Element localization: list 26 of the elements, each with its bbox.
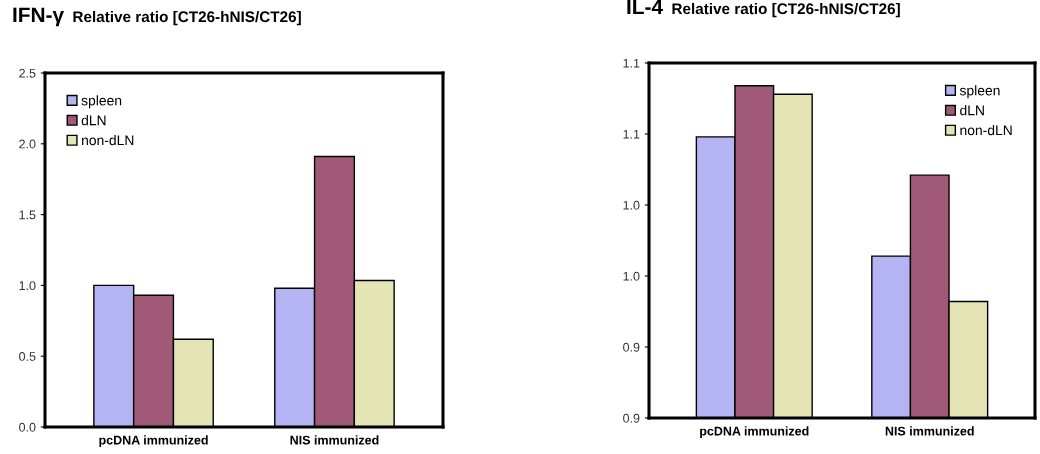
y-tick-label: 0.5	[19, 352, 36, 361]
legend-label: spleen	[959, 85, 1000, 99]
y-tick-label: 2.5	[19, 68, 36, 78]
x-tick-label: NIS immunized	[290, 435, 379, 445]
chart-title: IL-4	[627, 0, 663, 14]
x-tick-label: pcDNA immunized	[700, 426, 809, 438]
y-tick-label: 1.0	[19, 281, 36, 291]
chart-subtitle: Relative ratio [CT26-hNIS/CT26]	[73, 10, 301, 26]
legend-label: non-dLN	[960, 125, 1012, 136]
legend-label: non-dLN	[82, 135, 134, 146]
y-tick-label: 1.1	[623, 129, 640, 139]
y-tick-label: 0.0	[19, 422, 36, 432]
legend-label: dLN	[81, 115, 106, 126]
y-tick-label: 1.0	[623, 200, 640, 210]
y-tick-label: 0.9	[623, 413, 640, 423]
y-tick-label: 1.5	[19, 210, 36, 220]
chart-title: IFN-γ	[13, 7, 64, 27]
legend-label: spleen	[81, 95, 122, 109]
y-tick-label: 1.1	[623, 58, 640, 68]
y-tick-label: 0.9	[623, 342, 640, 352]
chart-subtitle: Relative ratio [CT26-hNIS/CT26]	[672, 2, 900, 18]
legend-label: dLN	[960, 105, 984, 116]
x-tick-label: pcDNA immunized	[99, 435, 208, 447]
y-tick-label: 2.0	[19, 139, 36, 149]
x-tick-label: NIS immunized	[885, 426, 974, 436]
y-tick-label: 1.0	[623, 271, 640, 281]
